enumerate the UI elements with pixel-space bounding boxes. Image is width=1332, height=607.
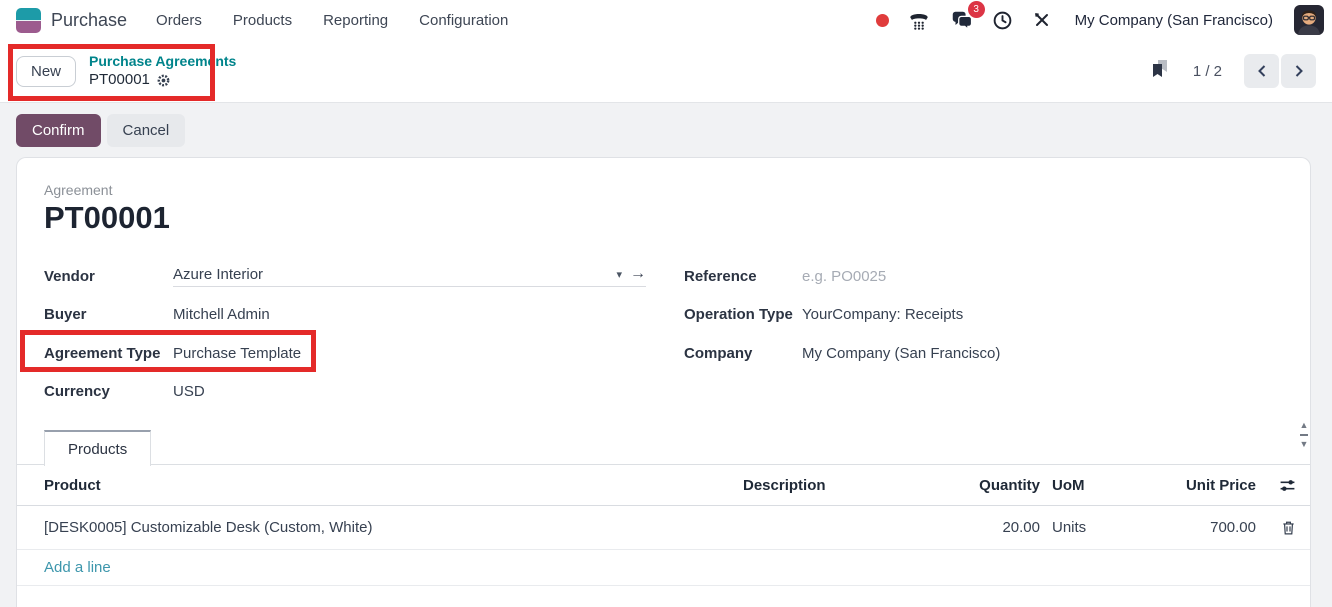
pager-previous-button[interactable]: [1244, 54, 1279, 88]
cell-unit-price[interactable]: 700.00: [1210, 519, 1256, 536]
developer-tools-icon[interactable]: [1032, 10, 1052, 30]
menu-reporting[interactable]: Reporting: [323, 11, 389, 29]
buyer-label: Buyer: [44, 305, 87, 323]
company-label: Company: [684, 344, 753, 362]
field-reference: Reference e.g. PO0025: [684, 263, 886, 289]
cell-uom[interactable]: Units: [1052, 519, 1087, 536]
nav-menus: Orders Products Reporting Configuration: [156, 12, 508, 29]
field-operation-type: Operation Type YourCompany: Receipts: [684, 301, 963, 327]
messages-badge: 3: [967, 1, 985, 18]
messages-icon[interactable]: 3: [949, 1, 985, 31]
activities-clock-icon[interactable]: [992, 10, 1013, 31]
logo-purple-band: [16, 20, 41, 33]
pager-next-button[interactable]: [1281, 54, 1316, 88]
add-a-line-link[interactable]: Add a line: [44, 559, 111, 576]
field-currency: Currency USD: [44, 378, 205, 404]
breadcrumb-current: PT00001: [89, 71, 150, 89]
table-header-row: Product Description Quantity UoM Unit Pr…: [17, 465, 1310, 506]
buyer-input[interactable]: Mitchell Admin: [173, 305, 270, 323]
add-line-row: Add a line: [17, 550, 1310, 586]
control-panel: New Purchase Agreements PT00001 1 / 2: [0, 40, 1332, 103]
cell-quantity[interactable]: 20.00: [1002, 519, 1040, 536]
company-switcher[interactable]: My Company (San Francisco): [1074, 11, 1273, 29]
chevron-right-icon: [1295, 65, 1303, 77]
header-description: Description: [743, 476, 826, 494]
operation-type-input[interactable]: YourCompany: Receipts: [802, 305, 964, 323]
field-agreement-type: Agreement Type Purchase Template: [44, 340, 301, 366]
dropdown-caret-icon[interactable]: ▾: [616, 268, 622, 281]
statusbar-buttons: Confirm Cancel: [0, 103, 1332, 157]
gear-icon[interactable]: [156, 73, 171, 88]
user-avatar[interactable]: [1294, 5, 1324, 35]
pager-value[interactable]: 1 / 2: [1192, 62, 1222, 80]
scroll-thumb[interactable]: [1300, 434, 1308, 436]
delete-row-trash-icon[interactable]: [1281, 520, 1296, 536]
notebook-tabs: Products: [17, 430, 1310, 466]
cell-product[interactable]: [DESK0005] Customizable Desk (Custom, Wh…: [44, 519, 373, 536]
field-company: Company My Company (San Francisco): [684, 340, 1000, 366]
reference-input[interactable]: e.g. PO0025: [802, 267, 887, 285]
optional-columns-icon[interactable]: [1279, 477, 1296, 494]
agreement-label: Agreement: [44, 182, 113, 198]
currency-label: Currency: [44, 382, 110, 400]
purchase-app-icon[interactable]: [16, 7, 41, 33]
vendor-input[interactable]: Azure Interior ▾ →: [173, 265, 646, 287]
breadcrumb: Purchase Agreements PT00001: [89, 52, 236, 90]
chevron-left-icon: [1257, 65, 1265, 77]
logo-teal-band: [16, 7, 41, 21]
tab-products[interactable]: Products: [44, 430, 152, 466]
softphone-icon[interactable]: [908, 9, 930, 31]
breadcrumb-purchase-agreements[interactable]: Purchase Agreements: [89, 53, 237, 70]
reference-label: Reference: [684, 267, 757, 285]
currency-input[interactable]: USD: [173, 382, 205, 400]
form-sheet: Agreement PT00001 Vendor Azure Interior …: [16, 157, 1311, 607]
agreement-type-input[interactable]: Purchase Template: [173, 344, 302, 362]
top-navbar: Purchase Orders Products Reporting Confi…: [0, 0, 1332, 40]
products-table: Product Description Quantity UoM Unit Pr…: [17, 465, 1310, 586]
agreement-type-label: Agreement Type: [44, 344, 161, 362]
table-row: [DESK0005] Customizable Desk (Custom, Wh…: [17, 506, 1310, 550]
app-name[interactable]: Purchase: [51, 9, 128, 30]
scroll-widget: ▲ ▼: [1294, 421, 1314, 449]
menu-configuration[interactable]: Configuration: [419, 11, 509, 29]
menu-products[interactable]: Products: [232, 11, 293, 29]
scroll-up-icon[interactable]: ▲: [1299, 420, 1309, 430]
vendor-label: Vendor: [44, 267, 95, 285]
cancel-button[interactable]: Cancel: [106, 113, 186, 147]
scroll-down-icon[interactable]: ▼: [1299, 439, 1309, 449]
field-buyer: Buyer Mitchell Admin: [44, 301, 270, 327]
internal-link-arrow-icon[interactable]: →: [630, 265, 646, 282]
header-product: Product: [44, 476, 101, 494]
company-input[interactable]: My Company (San Francisco): [802, 344, 1001, 362]
header-unit-price: Unit Price: [1185, 476, 1256, 494]
field-vendor: Vendor Azure Interior ▾ →: [44, 263, 646, 289]
header-uom: UoM: [1052, 476, 1085, 494]
bookmark-icon[interactable]: [1149, 59, 1171, 83]
menu-orders[interactable]: Orders: [156, 11, 202, 29]
agreement-title[interactable]: PT00001: [44, 200, 170, 235]
operation-type-label: Operation Type: [684, 305, 793, 323]
header-quantity: Quantity: [979, 476, 1040, 494]
new-button[interactable]: New: [16, 55, 77, 87]
recording-dot-icon: [875, 13, 889, 27]
confirm-button[interactable]: Confirm: [16, 113, 101, 147]
